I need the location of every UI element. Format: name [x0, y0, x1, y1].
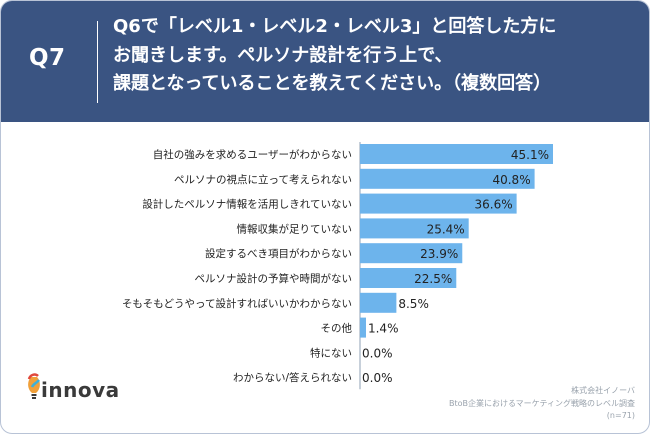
- category-label-0: 自社の強みを求めるユーザーがわからない: [153, 148, 352, 161]
- bar-7: [360, 317, 366, 338]
- value-label-4: 23.9%: [420, 247, 458, 261]
- bar-6: [360, 292, 397, 313]
- bar-1: [360, 168, 535, 189]
- bar-0: [360, 144, 553, 164]
- category-label-7: その他: [321, 322, 353, 335]
- value-label-0: 45.1%: [511, 148, 549, 162]
- question-line-2: お聞きします。ペルソナ設計を行う上で、: [113, 44, 453, 66]
- value-label-5: 22.5%: [414, 272, 452, 286]
- bar-3: [360, 218, 469, 239]
- bar-2: [360, 193, 517, 214]
- category-label-1: ペルソナの視点に立って考えられない: [174, 173, 352, 186]
- value-label-8: 0.0%: [362, 346, 393, 360]
- category-label-5: ペルソナ設計の予算や時間がない: [195, 272, 353, 285]
- value-label-7: 1.4%: [368, 322, 399, 336]
- question-line-3: 課題となっていることを教えてください。（複数回答）: [113, 73, 552, 94]
- question-header: Q7 Q6で「レベル1・レベル2・レベル3」と回答した方に お聞きします。ペルソ…: [1, 1, 649, 122]
- question-text: Q6で「レベル1・レベル2・レベル3」と回答した方に お聞きします。ペルソナ設計…: [113, 13, 643, 99]
- bar-4: [360, 243, 463, 264]
- category-label-6: そもそもどうやって設計すればいいかわからない: [122, 297, 352, 310]
- value-label-1: 40.8%: [492, 173, 530, 187]
- bar-5: [360, 268, 457, 288]
- value-label-3: 25.4%: [427, 222, 465, 236]
- category-label-4: 設定するべき項目がわからない: [205, 247, 352, 260]
- header-divider: [97, 21, 98, 103]
- question-number: Q7: [29, 45, 66, 71]
- innova-bulb-icon: [27, 373, 41, 399]
- value-label-2: 36.6%: [475, 198, 513, 212]
- category-label-9: わからない/答えられない: [233, 371, 352, 384]
- footer-company: 株式会社イノーバ: [571, 386, 635, 395]
- category-label-3: 情報収集が足りていない: [237, 222, 353, 235]
- value-label-9: 0.0%: [362, 371, 393, 385]
- footer-survey: BtoB企業におけるマーケティング戦略のレベル調査: [448, 399, 635, 408]
- question-line-1: Q6で「レベル1・レベル2・レベル3」と回答した方に: [113, 16, 557, 37]
- category-label-2: 設計したペルソナ情報を活用しきれていない: [142, 198, 352, 211]
- footer-sample: (n=71): [606, 411, 635, 420]
- value-label-6: 8.5%: [398, 297, 429, 311]
- innova-logo-text: innova: [41, 378, 120, 402]
- category-label-8: 特にない: [310, 347, 352, 359]
